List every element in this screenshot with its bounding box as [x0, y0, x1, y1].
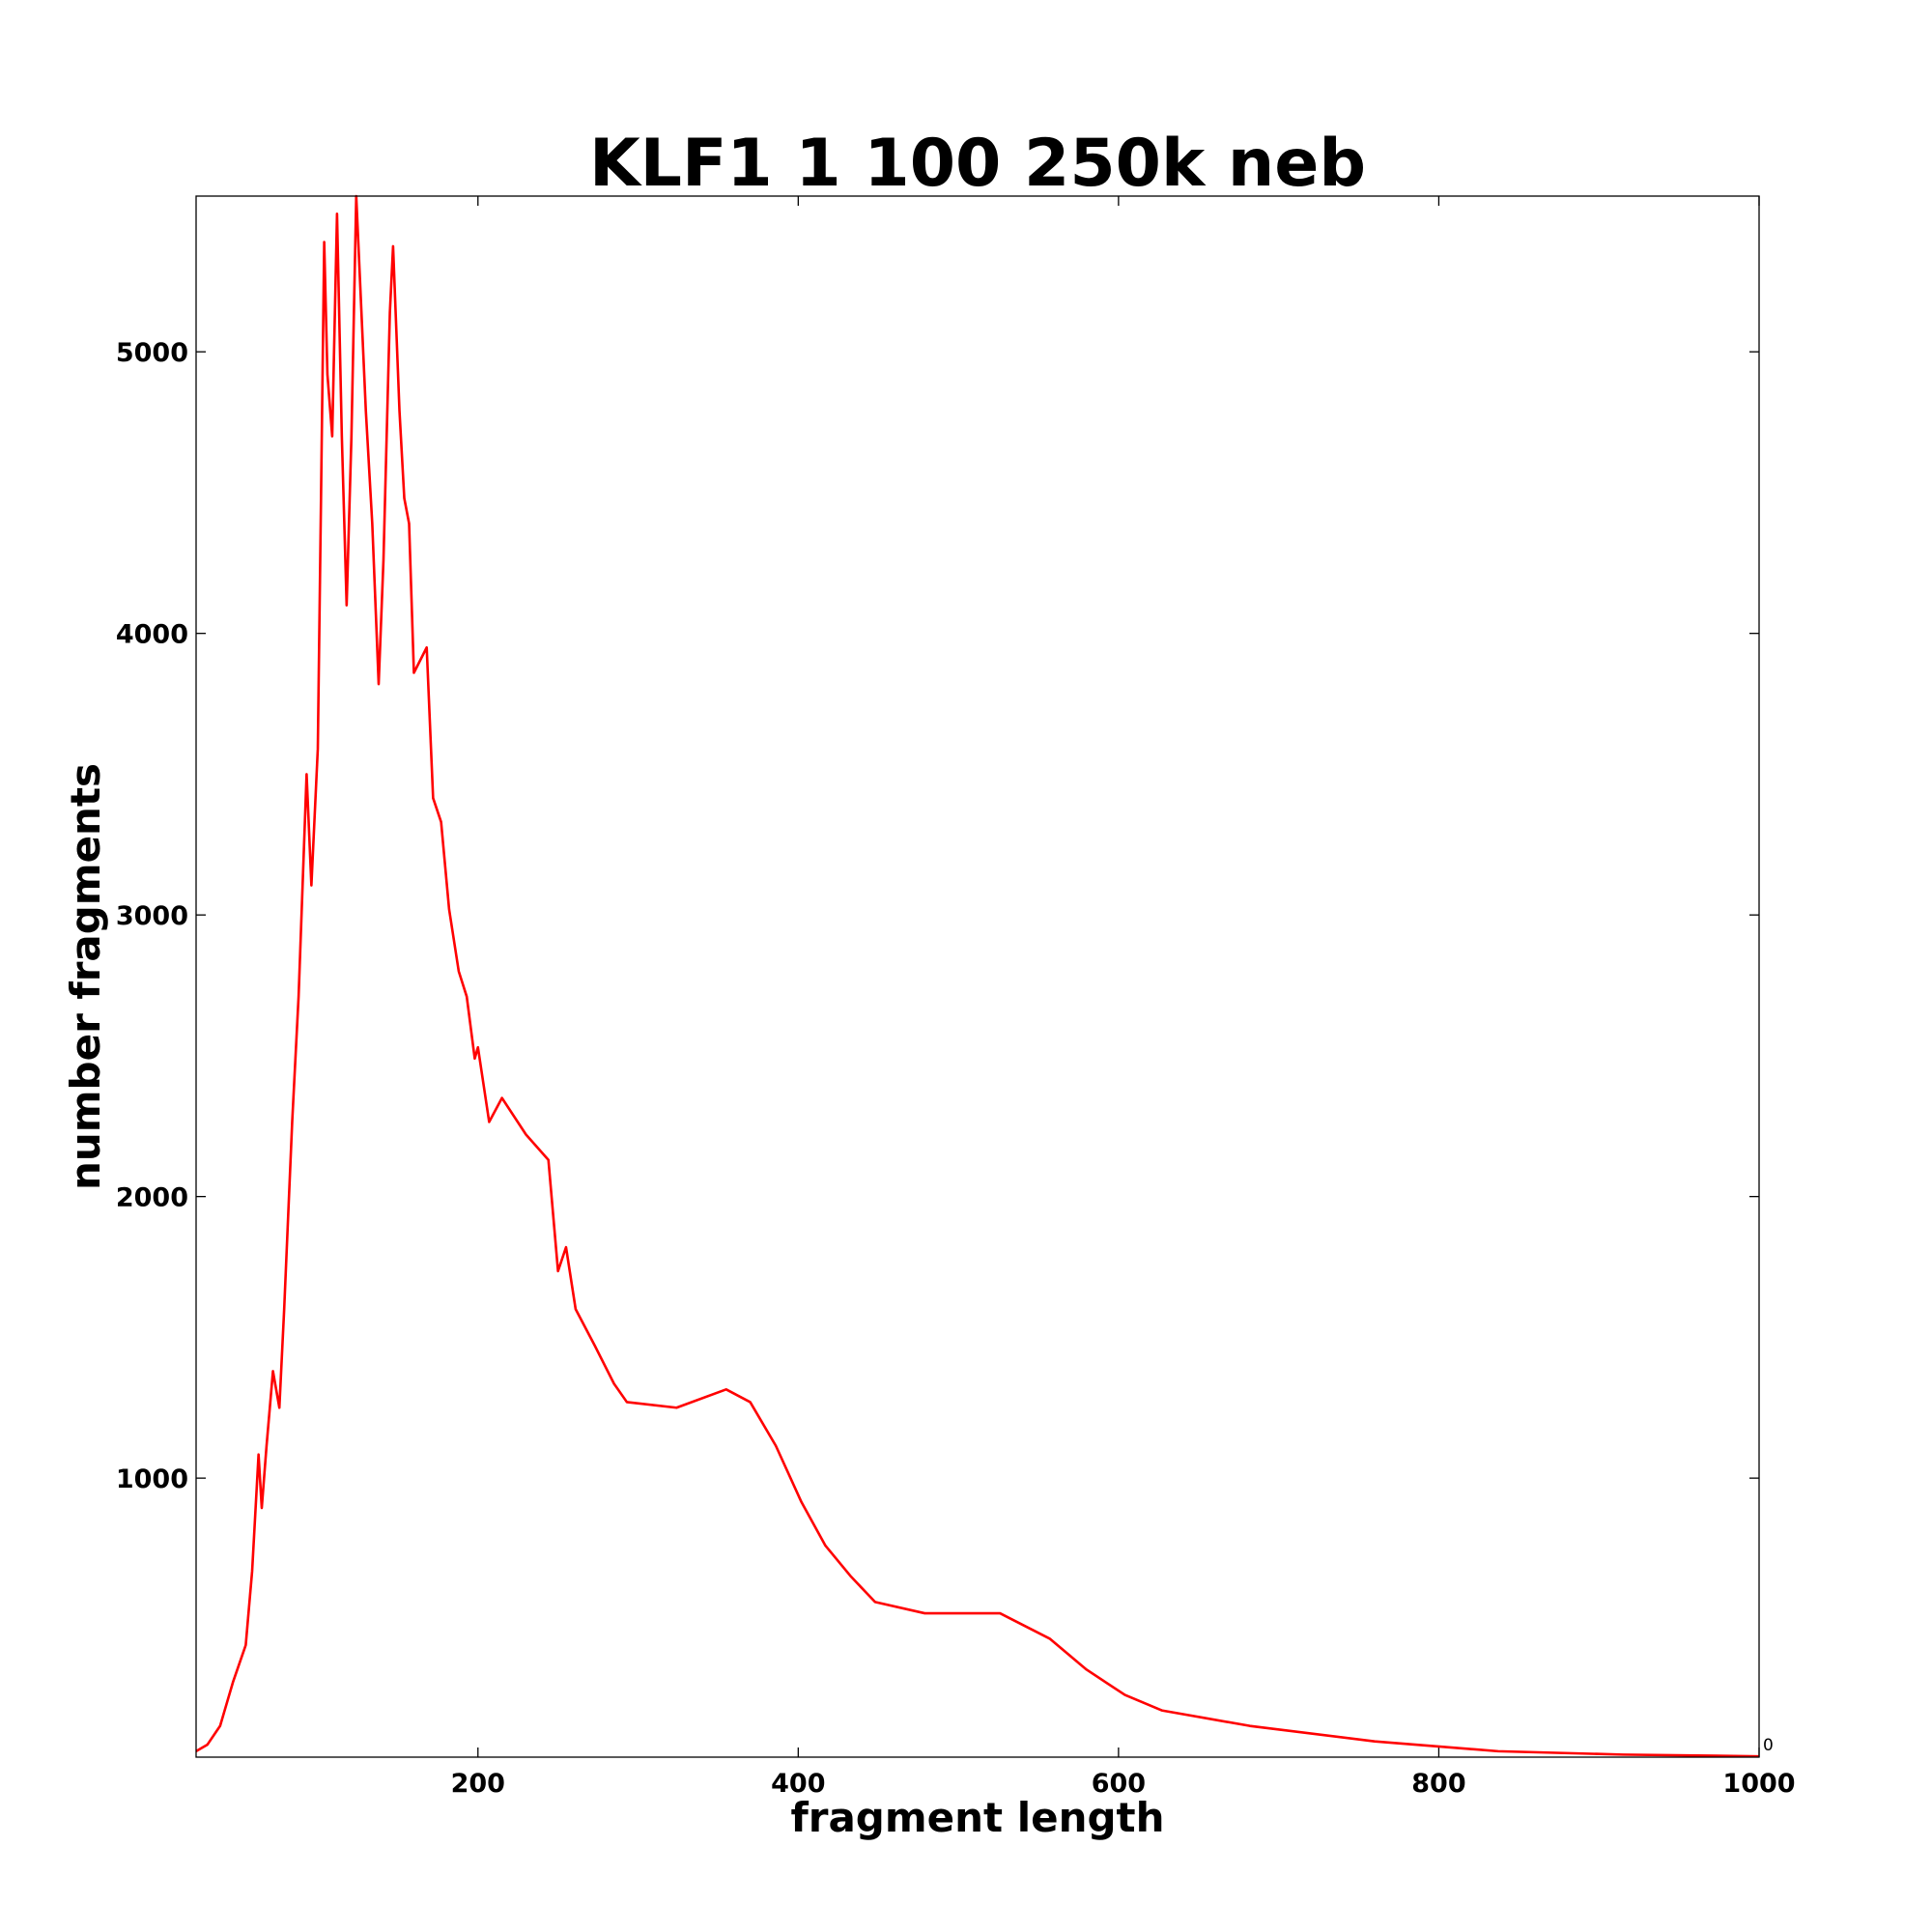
- x-axis-label: fragment length: [790, 1794, 1164, 1841]
- y-tick-label: 3000: [116, 901, 188, 931]
- y-tick-label: 1000: [116, 1464, 188, 1494]
- offset-text: 0: [1763, 1736, 1774, 1755]
- y-tick-label: 5000: [116, 338, 188, 368]
- y-axis-label: number fragments: [62, 763, 109, 1190]
- x-tick-label: 200: [451, 1769, 505, 1799]
- x-tick-label: 1000: [1722, 1769, 1795, 1799]
- y-tick-label: 2000: [116, 1183, 188, 1213]
- y-tick-label: 4000: [116, 620, 188, 650]
- x-tick-label: 600: [1092, 1769, 1146, 1799]
- chart-title: KLF1 1 100 250k neb: [589, 126, 1366, 202]
- x-tick-label: 400: [771, 1769, 825, 1799]
- data-line: [195, 194, 1760, 1758]
- x-tick-label: 800: [1411, 1769, 1465, 1799]
- plot-frame: [195, 195, 1760, 1758]
